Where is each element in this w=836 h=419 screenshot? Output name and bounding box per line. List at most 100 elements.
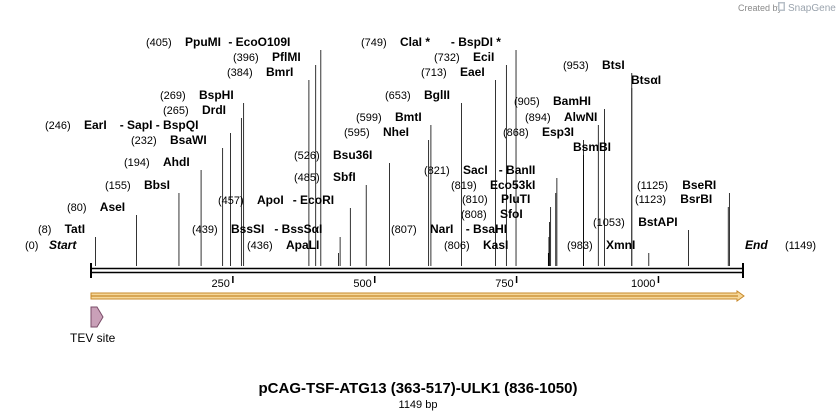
site-position: (8) — [38, 224, 51, 236]
site-label[interactable]: (806) KasI — [444, 238, 508, 252]
site-position: (1125) — [637, 180, 668, 192]
site-position: (384) — [227, 67, 253, 79]
site-label[interactable]: (439) BssSI - BssSαI — [192, 222, 322, 236]
site-name: BsaWI — [170, 133, 207, 147]
site-name: AseI — [100, 200, 125, 214]
site-name: BspHI — [199, 88, 234, 102]
site-name: EarI — [84, 118, 107, 132]
restriction-sites: (405) PpuMI - EcoO109I (396) PflMI (384) BmrI… — [38, 35, 716, 252]
site-name: XmnI — [606, 238, 635, 252]
site-label[interactable]: (749) ClaI * - BspDI * — [361, 35, 501, 49]
site-label[interactable]: (405) PpuMI - EcoO109I — [146, 35, 290, 49]
site-label[interactable]: (155) BbsI — [105, 178, 170, 192]
site-label[interactable]: BsmBI — [573, 140, 611, 154]
site-label[interactable]: (713) EaeI — [421, 65, 485, 79]
site-name: Eco53kI — [490, 178, 535, 192]
site-label[interactable]: (526) Bsu36I — [294, 148, 372, 162]
site-name: TatI — [65, 222, 85, 236]
site-label[interactable]: (810) PluTI — [462, 192, 530, 206]
site-label[interactable]: (653) BglII — [385, 88, 450, 102]
site-extra-names: - BsaHI — [462, 222, 507, 236]
site-label[interactable]: (808) SfoI — [461, 207, 523, 221]
site-label[interactable]: (894) AlwNI — [525, 110, 597, 124]
site-label[interactable]: (819) Eco53kI — [451, 178, 535, 192]
site-name: NheI — [383, 125, 409, 139]
site-position: (819) — [451, 180, 477, 192]
scale-tick-label: 1000 — [631, 278, 655, 290]
site-label[interactable]: (232) BsaWI — [131, 133, 207, 147]
site-extra-names: - BanII — [495, 163, 535, 177]
site-label[interactable]: (821) SacI - BanII — [424, 163, 535, 177]
site-position: (807) — [391, 224, 417, 236]
tev-site-feature[interactable]: TEV site — [70, 306, 116, 345]
site-extra-names: - EcoRI — [289, 193, 334, 207]
site-name: BglII — [424, 88, 450, 102]
site-label[interactable]: (384) BmrI — [227, 65, 293, 79]
site-label[interactable]: (485) SbfI — [294, 170, 356, 184]
site-label[interactable]: (436) ApaLI — [247, 238, 319, 252]
site-label[interactable]: (595) NheI — [344, 125, 409, 139]
site-position: (265) — [163, 105, 189, 117]
feature-arrow[interactable] — [90, 290, 745, 302]
site-label[interactable]: BtsαI — [631, 73, 661, 87]
site-position: (439) — [192, 224, 218, 236]
site-name: ApoI — [257, 193, 284, 207]
snapgene-logo-icon — [778, 2, 785, 11]
site-name: EciI — [473, 50, 494, 64]
site-position: (246) — [45, 120, 71, 132]
site-name: PpuMI — [185, 35, 221, 49]
site-label[interactable]: (194) AhdI — [124, 155, 190, 169]
site-position: (194) — [124, 157, 150, 169]
site-label[interactable]: (269) BspHI — [160, 88, 234, 102]
site-label[interactable]: (457) ApoI - EcoRI — [218, 193, 334, 207]
site-name: BstAPI — [638, 215, 677, 229]
site-label[interactable]: (265) DrdI — [163, 103, 226, 117]
site-position: (457) — [218, 195, 244, 207]
site-position: (599) — [356, 112, 382, 124]
site-position: (806) — [444, 240, 470, 252]
site-name: BbsI — [144, 178, 170, 192]
site-label[interactable]: (905) BamHI — [514, 94, 591, 108]
site-label[interactable]: (868) Esp3I — [503, 125, 574, 139]
scale-tick-label: 250 — [212, 278, 230, 290]
site-extra-names: - EcoO109I — [225, 35, 290, 49]
end-position: (1149) — [785, 240, 816, 252]
site-position: (732) — [434, 52, 460, 64]
site-label[interactable]: (983) XmnI — [567, 238, 635, 252]
site-position: (953) — [563, 60, 589, 72]
site-name: PflMI — [272, 50, 301, 64]
site-label[interactable]: (80) AseI — [67, 200, 125, 214]
site-label[interactable]: (246) EarI - SapI - BspQI — [45, 118, 198, 132]
site-label[interactable]: (1125) BseRI — [637, 178, 716, 192]
site-position: (713) — [421, 67, 447, 79]
scale-ticks: 250 500 750 1000 — [212, 276, 660, 290]
site-name: SfoI — [500, 207, 523, 221]
site-label[interactable]: (732) EciI — [434, 50, 494, 64]
site-position: (405) — [146, 37, 172, 49]
site-name: PluTI — [501, 192, 530, 206]
dna-backbone — [90, 263, 744, 278]
site-name: SacI — [463, 163, 488, 177]
site-name: SbfI — [333, 170, 356, 184]
site-position: (868) — [503, 127, 529, 139]
site-name: BsrBI — [680, 192, 712, 206]
site-label[interactable]: (807) NarI - BsaHI — [391, 222, 507, 236]
site-label[interactable]: (953) BtsI — [563, 58, 625, 72]
site-name: KasI — [483, 238, 508, 252]
site-position: (821) — [424, 165, 450, 177]
site-label[interactable]: (1123) BsrBI — [635, 192, 712, 206]
site-name: BseRI — [682, 178, 716, 192]
site-label[interactable]: (8) TatI — [38, 222, 85, 236]
site-label[interactable]: (599) BmtI — [356, 110, 422, 124]
site-position: (983) — [567, 240, 593, 252]
site-position: (595) — [344, 127, 370, 139]
site-label[interactable]: (1053) BstAPI — [593, 215, 678, 229]
site-position: (80) — [67, 202, 87, 214]
scale-tick-label: 500 — [353, 278, 371, 290]
site-name: DrdI — [202, 103, 226, 117]
site-label[interactable]: (396) PflMI — [233, 50, 301, 64]
credit-prefix: Created by — [738, 3, 783, 13]
site-name: BtsI — [602, 58, 625, 72]
tev-site-arrow-icon[interactable] — [90, 306, 104, 328]
